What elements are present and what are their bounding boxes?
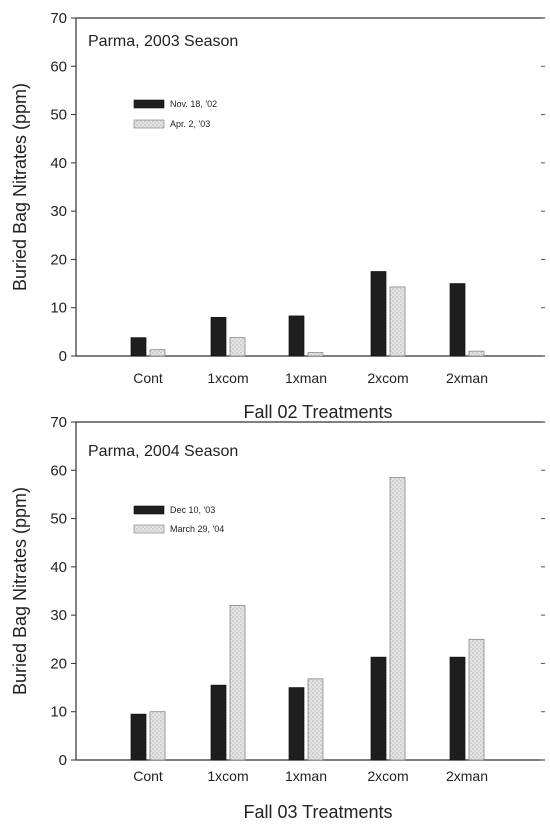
panel-title: Parma, 2003 Season <box>88 33 238 50</box>
y-tick-label: 60 <box>50 462 67 479</box>
bar-Cont-series2 <box>149 711 166 761</box>
legend-swatch <box>133 524 165 534</box>
y-tick-label: 50 <box>50 107 67 124</box>
legend-label: March 29, '04 <box>170 524 224 534</box>
bar-1xcom-series2 <box>229 605 246 761</box>
legend-swatch <box>133 505 165 515</box>
x-tick-label: 1xcom <box>207 768 248 784</box>
legend-label: Nov. 18, '02 <box>170 99 217 109</box>
y-tick-label: 50 <box>50 511 67 528</box>
bar-1xman-series2 <box>307 352 324 357</box>
x-tick-label: 2xman <box>446 370 488 386</box>
x-tick-label: 1xman <box>285 768 327 784</box>
y-tick-label: 60 <box>50 58 67 75</box>
y-tick-label: 20 <box>50 251 67 268</box>
y-axis-label: Buried Bag Nitrates (ppm) <box>10 487 30 695</box>
y-tick-label: 40 <box>50 559 67 576</box>
bar-1xcom-series1 <box>210 317 227 357</box>
bar-2xman-series1 <box>449 283 466 357</box>
x-tick-label: 2xman <box>446 768 488 784</box>
bar-1xman-series2 <box>307 678 324 761</box>
bar-Cont-series1 <box>130 337 147 357</box>
y-tick-label: 20 <box>50 655 67 672</box>
bar-2xman-series1 <box>449 656 466 761</box>
y-tick-label: 40 <box>50 155 67 172</box>
y-tick-label: 70 <box>50 10 67 27</box>
y-tick-label: 30 <box>50 607 67 624</box>
chart-panel-2: 0 10 20 30 40 50 60 70 Buried Bag Nitrates (ppm)… <box>10 414 545 822</box>
bar-Cont-series1 <box>130 713 147 761</box>
legend-label: Apr. 2, '03 <box>170 119 210 129</box>
bar-1xman-series1 <box>288 687 305 761</box>
x-tick-label: 2xcom <box>367 768 408 784</box>
x-tick-label: 1xcom <box>207 370 248 386</box>
y-tick-label: 0 <box>59 348 67 365</box>
y-tick-label: 30 <box>50 203 67 220</box>
bar-1xcom-series1 <box>210 684 227 761</box>
legend-swatch <box>133 119 165 129</box>
bar-2xcom-series2 <box>389 286 406 357</box>
x-tick-label: Cont <box>133 370 163 386</box>
legend: Nov. 18, '02 Apr. 2, '03 <box>133 99 217 129</box>
y-axis-label: Buried Bag Nitrates (ppm) <box>10 83 30 291</box>
x-tick-label: Cont <box>133 768 163 784</box>
bar-2xman-series2 <box>468 350 485 357</box>
bar-1xcom-series2 <box>229 337 246 357</box>
legend-swatch <box>133 99 165 109</box>
panel-title: Parma, 2004 Season <box>88 443 238 460</box>
bar-1xman-series1 <box>288 315 305 357</box>
y-tick-label: 0 <box>59 752 67 769</box>
y-tick-label: 70 <box>50 414 67 431</box>
x-axis-label: Fall 02 Treatments <box>243 402 392 422</box>
bar-2xcom-series2 <box>389 477 406 761</box>
x-tick-label: 2xcom <box>367 370 408 386</box>
chart-panel-1: 0 10 20 30 40 50 60 70 Buried Bag Nitrates (ppm)… <box>10 10 545 422</box>
bar-2xcom-series1 <box>370 271 387 357</box>
legend-label: Dec 10, '03 <box>170 505 215 515</box>
y-tick-label: 10 <box>50 300 67 317</box>
y-tick-label: 10 <box>50 704 67 721</box>
bar-2xcom-series1 <box>370 656 387 761</box>
legend: Dec 10, '03 March 29, '04 <box>133 505 224 534</box>
bar-2xman-series2 <box>468 638 485 761</box>
x-axis-label: Fall 03 Treatments <box>243 802 392 822</box>
bar-Cont-series2 <box>149 349 166 357</box>
x-tick-label: 1xman <box>285 370 327 386</box>
